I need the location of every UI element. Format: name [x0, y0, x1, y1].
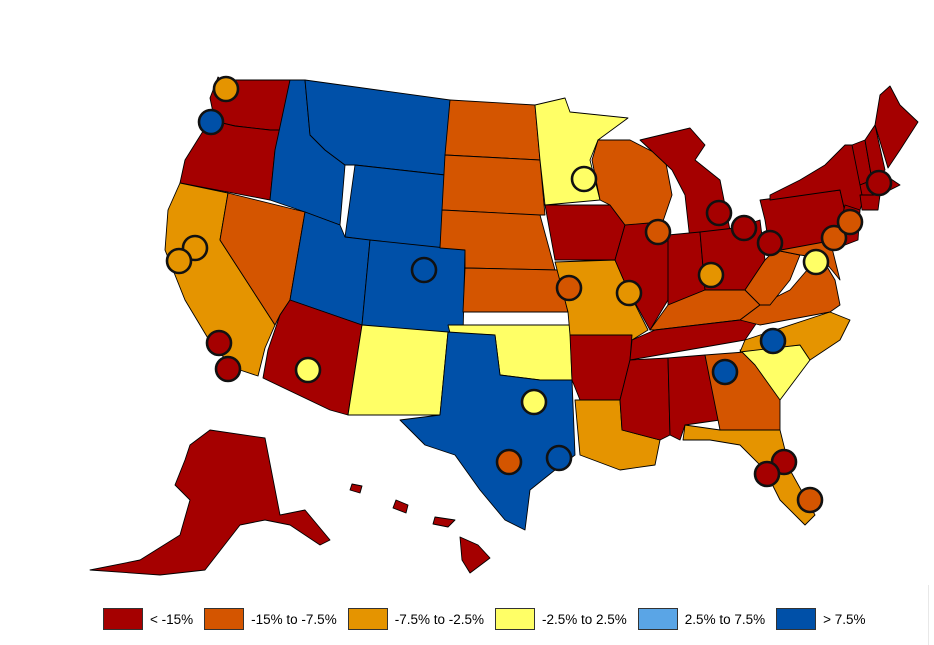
legend-swatch [204, 608, 245, 630]
legend-label: > 7.5% [823, 611, 866, 627]
city-marker-tampa [753, 460, 781, 488]
city-marker-miami [796, 486, 824, 514]
legend-swatch [347, 608, 388, 630]
state-AK [89, 429, 331, 576]
city-marker-los-angeles [205, 329, 233, 357]
legend-label: -7.5% to -2.5% [394, 611, 484, 627]
city-marker-portland [197, 108, 225, 136]
city-marker-cincinnati [697, 261, 725, 289]
city-marker-detroit [705, 199, 733, 227]
state-SD [441, 154, 546, 216]
city-marker-seattle [212, 75, 240, 103]
legend-label: < -15% [150, 611, 194, 627]
legend-item-2-5-7-5: 2.5% to 7.5% [637, 608, 766, 630]
state-MS [619, 357, 671, 441]
legend-swatch [637, 608, 678, 630]
city-marker-san-francisco [165, 247, 193, 275]
legend-label: -2.5% to 2.5% [542, 611, 627, 627]
legend-label: 2.5% to 7.5% [684, 611, 766, 627]
state-IA [544, 204, 626, 261]
state-NM [347, 324, 449, 416]
state-CO [361, 239, 466, 336]
legend-swatch [495, 608, 535, 630]
state-HI-kauai [349, 483, 363, 494]
legend-swatch [776, 608, 817, 630]
city-marker-atlanta [711, 358, 739, 386]
city-marker-st-louis [615, 279, 643, 307]
legend-item-neg7-5-neg2-5: -7.5% to -2.5% [347, 608, 484, 630]
city-marker-denver [410, 256, 438, 284]
city-marker-houston [545, 444, 573, 472]
us-choropleth-map [89, 75, 919, 576]
state-HI-big [459, 536, 491, 574]
state-NH [864, 124, 886, 181]
legend-item-lt-neg15: < -15% [103, 608, 193, 630]
map-legend: < -15% -15% to -7.5% -7.5% to -2.5% -2.5… [103, 607, 877, 631]
city-marker-cleveland [730, 214, 758, 242]
city-marker-san-diego [214, 355, 242, 383]
city-marker-kansas-city [555, 274, 583, 302]
state-CT [859, 194, 881, 211]
legend-item-neg15-neg7-5: -15% to -7.5% [204, 608, 337, 630]
state-ND [444, 99, 541, 161]
city-marker-dallas [520, 388, 548, 416]
city-marker-philadelphia [820, 224, 848, 252]
city-marker-washington-dc [802, 248, 830, 276]
legend-swatch [103, 608, 143, 630]
city-marker-pittsburgh [756, 229, 784, 257]
city-marker-phoenix [294, 356, 322, 384]
state-HI-maui [432, 516, 456, 528]
city-marker-san-antonio [495, 448, 523, 476]
legend-item-gt-7-5: > 7.5% [776, 608, 866, 630]
city-marker-new-york [836, 208, 864, 236]
city-markers [165, 75, 893, 514]
state-WV [744, 249, 801, 306]
state-shapes [89, 76, 919, 576]
city-marker-charlotte [759, 327, 787, 355]
state-WY [344, 164, 446, 251]
city-marker-minneapolis [570, 165, 598, 193]
city-marker-chicago [644, 218, 672, 246]
state-KS [462, 267, 569, 313]
frame-edge-divider [928, 585, 929, 645]
state-TX [399, 331, 576, 531]
state-MN [534, 97, 629, 206]
legend-item-neg2-5-2-5: -2.5% to 2.5% [495, 608, 627, 630]
city-marker-boston [865, 169, 893, 197]
legend-label: -15% to -7.5% [251, 611, 337, 627]
state-FL [682, 424, 816, 526]
state-ME [874, 85, 919, 169]
state-HI-oahu [392, 499, 409, 514]
